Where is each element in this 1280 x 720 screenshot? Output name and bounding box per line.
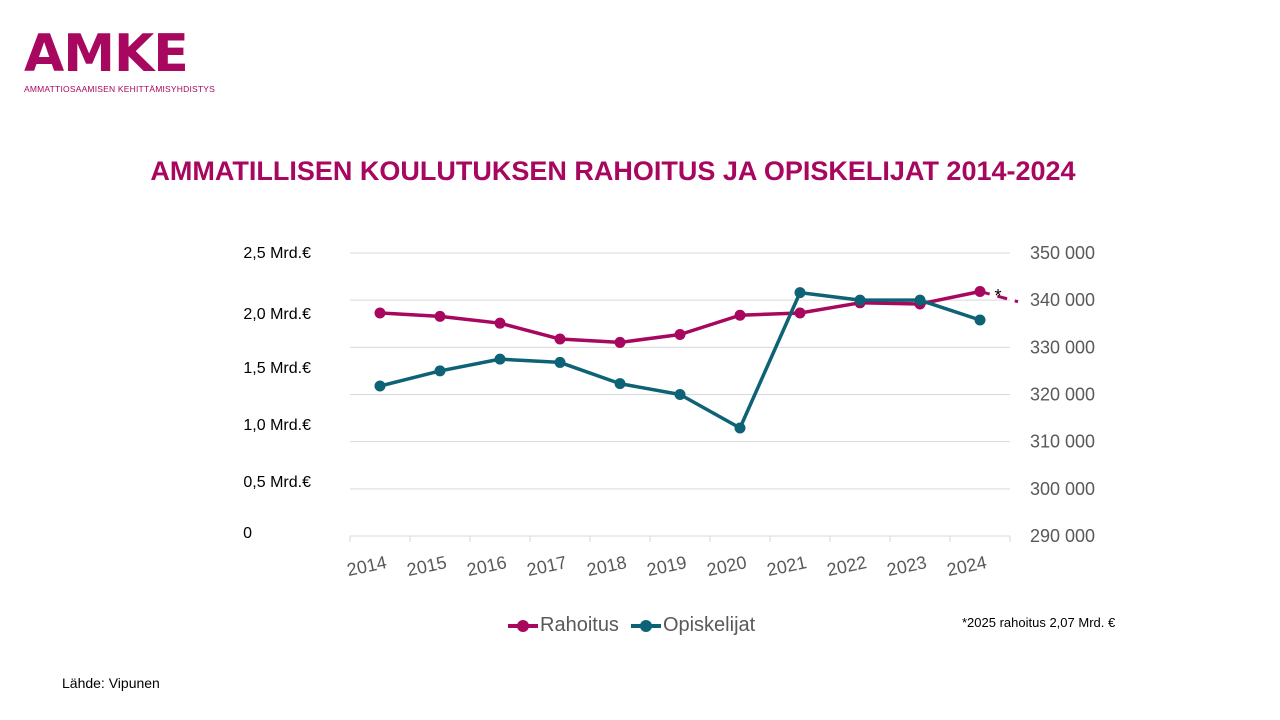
legend-swatch-rahoitus: [508, 619, 538, 632]
rahoitus-point: [614, 336, 626, 348]
y-right-tick-label: 330 000: [1030, 337, 1095, 357]
legend-swatch-opiskelijat: [630, 619, 661, 632]
x-tick-label: 2016: [465, 552, 508, 580]
logo-subtitle: AMMATTIOSAAMISEN KEHITTÄMISYHDISTYS: [24, 84, 216, 94]
opiskelijat-point: [854, 294, 866, 306]
chart-title: AMMATILLISEN KOULUTUKSEN RAHOITUS JA OPI…: [150, 156, 1076, 186]
y-left-tick-label: 1,5 Mrd.€: [243, 360, 311, 377]
opiskelijat-point: [614, 378, 626, 390]
y-left-tick-label: 1,0 Mrd.€: [243, 417, 311, 434]
footnote: *2025 rahoitus 2,07 Mrd. €: [962, 615, 1116, 630]
rahoitus-point: [734, 309, 746, 321]
legend-item-rahoitus: Rahoitus: [508, 614, 619, 637]
opiskelijat-point: [914, 294, 926, 306]
opiskelijat-point: [674, 389, 686, 400]
amke-logo: AMKE AMMATTIOSAAMISEN KEHITTÄMISYHDISTYS: [24, 28, 215, 94]
y-right-tick-label: 320 000: [1030, 385, 1095, 405]
x-tick-label: 2014: [345, 552, 388, 580]
x-tick-label: 2020: [705, 552, 748, 580]
y-left-tick-label: 0,5 Mrd.€: [243, 474, 311, 491]
rahoitus-point: [794, 307, 806, 319]
x-tick-label: 2018: [585, 552, 628, 580]
y-right-tick-label: 290 000: [1030, 526, 1095, 546]
logo-wordmark: AMKE: [24, 24, 189, 84]
rahoitus-point: [554, 333, 566, 345]
x-tick-label: 2015: [405, 552, 448, 580]
legend-item-opiskelijat: Opiskelijat: [630, 614, 756, 637]
x-tick-label: 2022: [825, 552, 868, 580]
rahoitus-point: [674, 329, 686, 341]
y-right-tick-label: 310 000: [1030, 432, 1095, 452]
opiskelijat-point: [494, 353, 506, 365]
legend-label-rahoitus: Rahoitus: [540, 614, 619, 636]
opiskelijat-point: [554, 356, 566, 368]
y-left-tick-label: 2,5 Mrd.€: [243, 245, 311, 262]
x-tick-label: 2021: [765, 552, 808, 580]
rahoitus-projection-line: [979, 290, 1019, 304]
source-note: Lähde: Vipunen: [62, 675, 160, 691]
opiskelijat-line: [379, 290, 981, 430]
rahoitus-point: [434, 310, 446, 322]
x-tick-label: 2023: [885, 552, 928, 580]
x-tick-label: 2019: [645, 552, 688, 580]
opiskelijat-point: [374, 380, 386, 392]
x-tick-label: 2017: [525, 552, 568, 580]
legend-label-opiskelijat: Opiskelijat: [662, 614, 756, 636]
y-right-tick-label: 340 000: [1030, 290, 1095, 310]
x-tick-label: 2024: [945, 552, 988, 580]
opiskelijat-point: [794, 287, 806, 299]
rahoitus-point: [974, 285, 986, 297]
rahoitus-point: [494, 317, 506, 329]
opiskelijat-point: [434, 365, 446, 377]
opiskelijat-point: [734, 422, 746, 434]
opiskelijat-point: [974, 314, 986, 326]
y-right-tick-label: 350 000: [1030, 243, 1095, 263]
projection-marker-label: *: [994, 286, 1001, 306]
rahoitus-point: [374, 307, 386, 319]
chart-legend: Rahoitus Opiskelijat: [508, 614, 767, 637]
y-left-tick-label: 2,0 Mrd.€: [243, 306, 311, 323]
y-right-tick-label: 300 000: [1030, 479, 1095, 499]
y-left-tick-label: 0: [243, 525, 252, 542]
